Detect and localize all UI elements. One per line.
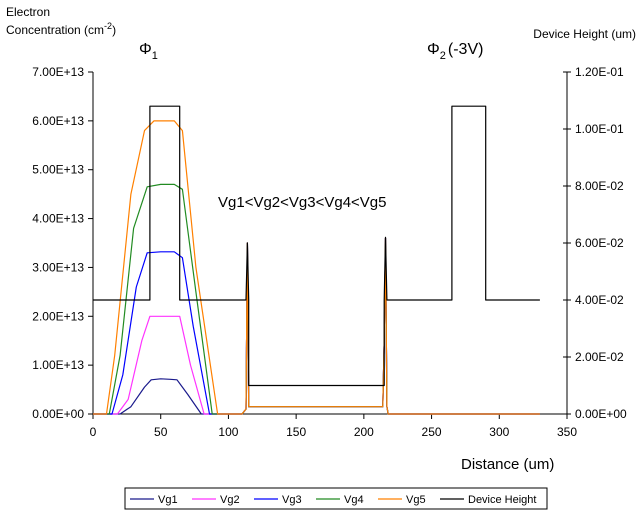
series-line-vg1 xyxy=(93,237,540,415)
y-right-tick-label: 1.00E-01 xyxy=(575,122,624,136)
x-tick-label: 0 xyxy=(90,425,97,439)
y-left-tick-label: 1.00E+13 xyxy=(32,358,84,372)
x-tick-label: 200 xyxy=(354,425,374,439)
x-tick-label: 300 xyxy=(489,425,509,439)
x-tick-label: 50 xyxy=(154,425,168,439)
y-left-tick-label: 0.00E+00 xyxy=(32,407,84,421)
y-right-tick-label: 8.00E-02 xyxy=(575,179,624,193)
y-left-axis-title-line2: Concentration (cm-2) xyxy=(6,21,116,37)
y-left-tick-label: 4.00E+13 xyxy=(32,212,84,226)
legend-item-vg2: Vg2 xyxy=(192,494,240,506)
legend-label: Vg1 xyxy=(158,494,178,506)
gate-voltage-relation-label: Vg1<Vg2<Vg3<Vg4<Vg5 xyxy=(218,194,387,211)
series-line-device-height xyxy=(93,105,540,387)
legend-label: Device Height xyxy=(468,494,536,506)
series-lines xyxy=(93,105,540,415)
y-right-axis-title: Device Height (um) xyxy=(533,27,636,41)
legend-item-vg5: Vg5 xyxy=(378,494,426,506)
y-left-axis-title-line1: Electron xyxy=(6,5,50,19)
y-left-tick-label: 2.00E+13 xyxy=(32,309,84,323)
x-axis-title: Distance (um) xyxy=(461,456,554,473)
y-left-tick-label: 6.00E+13 xyxy=(32,114,84,128)
legend-label: Vg3 xyxy=(282,494,302,506)
x-tick-label: 350 xyxy=(557,425,577,439)
series-line-vg4 xyxy=(93,183,540,415)
legend-label: Vg4 xyxy=(344,494,364,506)
legend-item-vg1: Vg1 xyxy=(130,494,178,506)
y-right-tick-label: 2.00E-02 xyxy=(575,350,624,364)
legend-label: Vg2 xyxy=(220,494,240,506)
y-right-tick-label: 1.20E-01 xyxy=(575,65,624,79)
x-tick-label: 100 xyxy=(218,425,238,439)
phi2-label: Φ2 (-3V) xyxy=(427,41,483,62)
series-line-vg3 xyxy=(93,237,540,415)
y-right-tick-label: 0.00E+00 xyxy=(575,407,627,421)
x-tick-label: 150 xyxy=(286,425,306,439)
series-line-vg2 xyxy=(93,237,540,415)
y-right-tick-label: 4.00E-02 xyxy=(575,293,624,307)
axis-ticks: 0 50 100 150 200 250 300 350 0.00E+00 1.00E+13 2.0… xyxy=(32,65,627,439)
y-left-tick-label: 3.00E+13 xyxy=(32,260,84,274)
legend-label: Vg5 xyxy=(406,494,426,506)
legend-item-vg4: Vg4 xyxy=(316,494,364,506)
x-tick-label: 250 xyxy=(422,425,442,439)
y-left-tick-label: 5.00E+13 xyxy=(32,163,84,177)
y-right-tick-label: 6.00E-02 xyxy=(575,236,624,250)
y-left-tick-label: 7.00E+13 xyxy=(32,65,84,79)
series-line-vg5 xyxy=(93,120,540,415)
phi1-label: Φ1 xyxy=(139,41,158,62)
legend-item-device-height: Device Height xyxy=(440,494,536,506)
legend-item-vg3: Vg3 xyxy=(254,494,302,506)
legend: Vg1 Vg2 Vg3 Vg4 Vg5 Device Height xyxy=(124,487,548,510)
